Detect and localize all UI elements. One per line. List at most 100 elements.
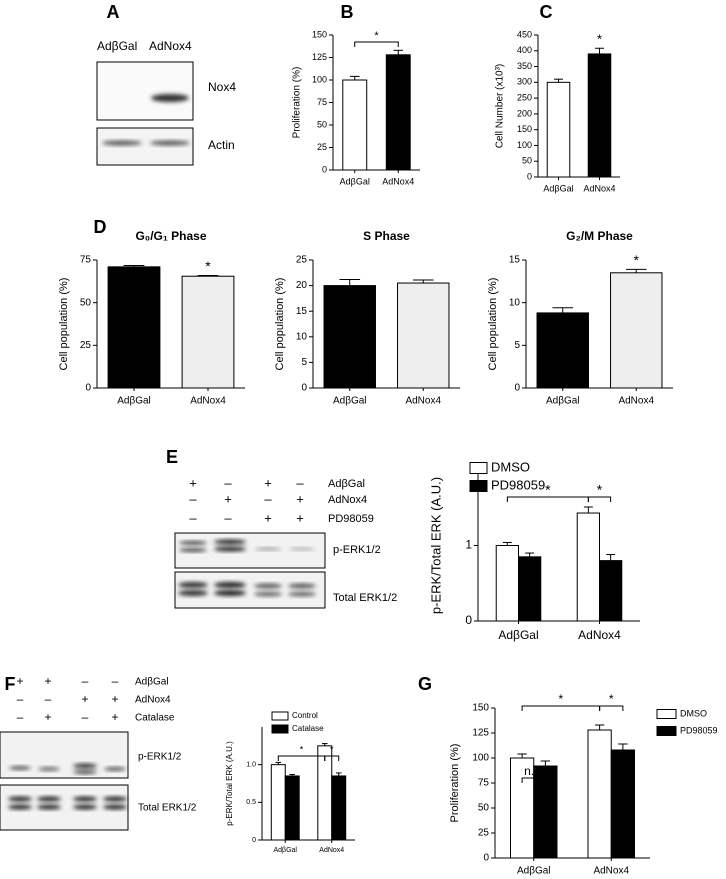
bar: [587, 729, 612, 859]
condition-sign: –: [189, 510, 197, 525]
x-tick-label: AdNox4: [593, 866, 629, 877]
bar: [610, 272, 663, 389]
x-tick-label: AdβGal: [498, 628, 538, 642]
bar: [587, 53, 612, 178]
condition-sign: +: [224, 491, 232, 506]
y-tick-label: 75: [80, 255, 92, 266]
legend-swatch: [656, 709, 677, 719]
y-tick-label: 100: [472, 753, 489, 764]
band: [288, 583, 316, 589]
panel-label: G: [418, 674, 432, 694]
x-tick-label: AdβGal: [340, 176, 370, 186]
band: [288, 591, 316, 597]
bar: [599, 560, 623, 622]
legend-label: DMSO: [491, 459, 530, 474]
condition-sign: –: [82, 674, 89, 688]
y-tick-label: 125: [312, 52, 327, 62]
row-label: p-ERK1/2: [138, 752, 182, 763]
bar: [546, 81, 571, 178]
x-tick-label: AdNox4: [405, 396, 441, 407]
bar: [331, 775, 347, 841]
y-axis-label: p-ERK/Total ERK (A.U.): [225, 741, 234, 826]
band: [150, 140, 190, 146]
condition-sign: –: [224, 510, 232, 525]
band: [73, 770, 97, 774]
band: [104, 767, 126, 771]
condition-sign: –: [189, 491, 197, 506]
condition-sign: –: [112, 674, 119, 688]
annotation: *: [634, 252, 640, 268]
condition-sign: +: [111, 710, 118, 724]
y-tick-label: 150: [472, 703, 489, 714]
row-label: Total ERK1/2: [333, 592, 397, 604]
y-tick-label: 25: [296, 255, 308, 266]
band: [37, 804, 61, 810]
y-tick-label: 0: [322, 164, 327, 174]
bar: [181, 275, 235, 389]
band: [214, 582, 246, 588]
y-tick-label: 0.5: [246, 799, 256, 806]
y-axis-label: p-ERK/Total ERK (A.U.): [428, 477, 443, 614]
y-tick-label: 0: [465, 613, 472, 627]
significance-bracket: [506, 496, 589, 502]
band: [8, 804, 32, 810]
condition-sign: +: [296, 510, 304, 525]
significance-bracket: [587, 496, 612, 502]
band: [103, 796, 127, 802]
significance-bracket: [599, 705, 624, 711]
annotation: *: [300, 744, 304, 754]
chart-title: G₂/M Phase: [566, 229, 633, 243]
blot: [174, 571, 326, 609]
band: [38, 767, 60, 771]
bar: [107, 266, 161, 389]
significance-bracket: [521, 777, 546, 783]
condition-sign: –: [45, 692, 52, 706]
annotation: *: [205, 258, 211, 274]
y-tick-label: 50: [522, 156, 532, 166]
y-axis-label: Cell population (%): [487, 278, 499, 371]
condition-sign: –: [264, 491, 272, 506]
condition-label: PD98059: [328, 513, 374, 525]
band: [179, 541, 207, 545]
band: [214, 546, 246, 552]
condition-sign: +: [16, 674, 23, 688]
y-tick-label: 400: [517, 45, 532, 55]
x-tick-label: AdβGal: [546, 396, 580, 407]
y-tick-label: 0: [483, 853, 489, 864]
condition-sign: +: [111, 692, 118, 706]
y-tick-label: 75: [478, 778, 490, 789]
x-tick-label: AdNox4: [583, 183, 615, 193]
condition-sign: –: [224, 475, 232, 490]
legend-label: PD98059: [491, 477, 545, 492]
blot: [0, 731, 129, 779]
band: [73, 763, 97, 769]
significance-bracket: [354, 41, 399, 47]
y-tick-label: 0: [527, 171, 532, 181]
y-tick-label: 1: [465, 538, 472, 552]
row-label: Total ERK1/2: [138, 803, 197, 814]
y-axis-label: Cell Number (x10³): [495, 64, 506, 148]
condition-label: AdβGal: [135, 677, 169, 688]
annotation: *: [597, 32, 602, 47]
condition-sign: +: [296, 491, 304, 506]
legend-label: Catalase: [292, 724, 324, 733]
bar: [323, 285, 376, 389]
x-tick-label: AdβGal: [517, 866, 551, 877]
y-tick-label: 75: [317, 97, 327, 107]
band: [73, 804, 97, 810]
condition-sign: –: [17, 710, 24, 724]
bar: [536, 312, 589, 389]
y-tick-label: 0: [252, 837, 256, 844]
condition-label: AdNox4: [135, 695, 171, 706]
row-label: Actin: [208, 138, 235, 152]
band: [255, 547, 281, 551]
significance-bracket: [521, 705, 601, 711]
y-tick-label: 10: [296, 331, 308, 342]
y-tick-label: 350: [517, 61, 532, 71]
condition-label: AdβGal: [328, 478, 365, 490]
x-tick-label: AdNox4: [319, 847, 344, 854]
x-tick-label: AdNox4: [190, 396, 226, 407]
condition-sign: –: [296, 475, 304, 490]
